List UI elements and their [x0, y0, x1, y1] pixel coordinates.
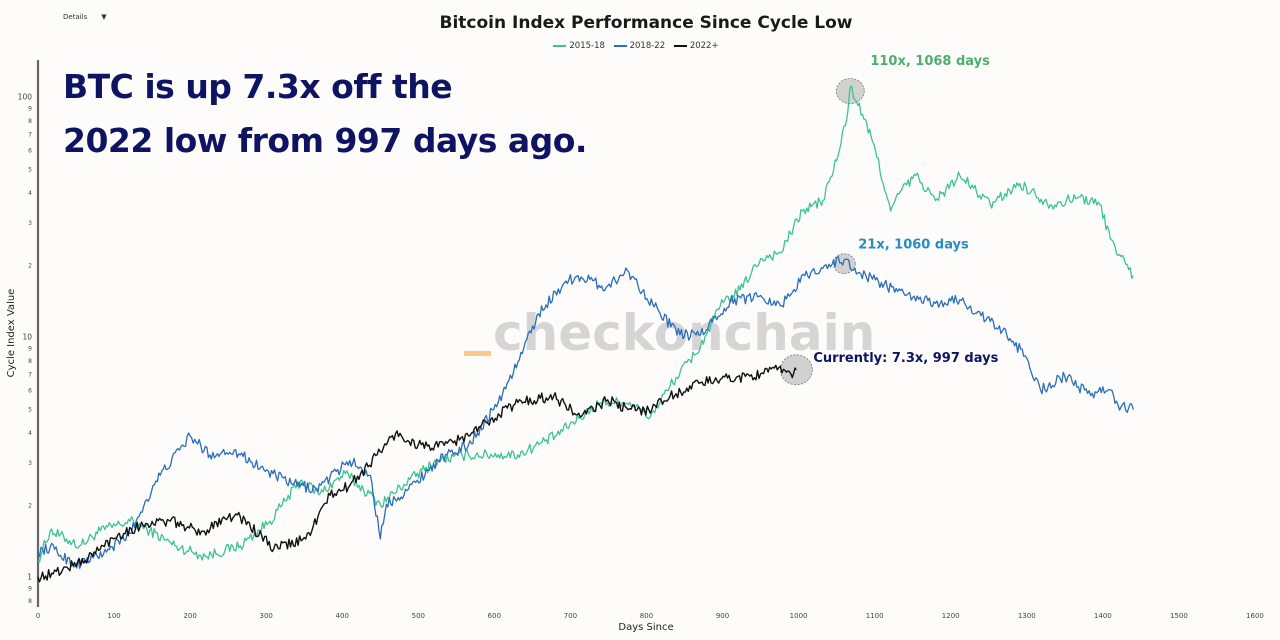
y-tick-label: 2 [28, 262, 32, 269]
x-tick-label: 600 [488, 612, 501, 620]
legend-item-2018-22[interactable]: 2018-22 [613, 41, 666, 51]
y-tick-label: 9 [28, 585, 32, 592]
y-tick-label: 3 [28, 220, 32, 227]
headline-line-2: 2022 low from 997 days ago. [63, 121, 587, 160]
x-tick-label: 400 [336, 612, 349, 620]
y-tick-label: 6 [28, 148, 32, 155]
y-tick-label: 10 [22, 333, 32, 342]
x-tick-label: 1200 [942, 612, 960, 620]
x-tick-label: 1300 [1018, 612, 1036, 620]
legend-label: 2022+ [689, 41, 719, 51]
legend-item-2015-18[interactable]: 2015-18 [553, 41, 605, 51]
legend-swatch [673, 45, 687, 47]
y-tick-label: 3 [28, 460, 32, 467]
details-label: Details [63, 13, 88, 21]
legend-item-2022[interactable]: 2022+ [673, 41, 719, 51]
y-tick-label: 8 [28, 358, 32, 365]
y-tick-label: 100 [18, 93, 33, 102]
x-tick-label: 1500 [1170, 612, 1188, 620]
x-tick-label: 1400 [1094, 612, 1112, 620]
y-tick-label: 9 [28, 345, 32, 352]
y-tick-label: 7 [28, 132, 32, 139]
x-tick-label: 100 [107, 612, 120, 620]
x-tick-label: 700 [564, 612, 577, 620]
watermark-text: checkonchain [493, 304, 875, 362]
series-lines [37, 85, 1134, 583]
y-tick-label: 4 [28, 430, 32, 437]
x-tick-label: 0 [36, 612, 40, 620]
x-tick-label: 1600 [1246, 612, 1264, 620]
chart-title: Bitcoin Index Performance Since Cycle Lo… [439, 13, 853, 33]
legend-swatch [613, 45, 627, 47]
legend-label: 2018-22 [629, 41, 666, 51]
legend-swatch [553, 45, 567, 47]
annotation-label: Currently: 7.3x, 997 days [813, 351, 998, 366]
headline-line-1: BTC is up 7.3x off the [63, 67, 453, 106]
y-tick-label: 9 [28, 105, 32, 112]
y-axis-label: Cycle Index Value [6, 289, 17, 378]
watermark-underscore [464, 351, 491, 356]
annotations: 110x, 1068 days 21x, 1060 days Currently: … [813, 54, 998, 366]
x-tick-label: 1000 [790, 612, 808, 620]
legend-label: 2015-18 [569, 41, 605, 51]
y-tick-label: 5 [28, 167, 32, 174]
y-tick-label: 2 [28, 502, 32, 509]
series-line-2018-22 [37, 256, 1134, 569]
x-tick-label: 800 [640, 612, 653, 620]
legend: 2015-18 2018-22 2022+ [0, 40, 1272, 51]
details-dropdown[interactable]: Details ▼ [58, 10, 112, 24]
x-tick-label: 200 [183, 612, 196, 620]
x-axis-ticks: 0 100 200 300 400 500 600 700 800 900 1000 1100 1200… [36, 612, 1264, 620]
y-tick-label: 4 [28, 190, 32, 197]
y-tick-label: 6 [28, 388, 32, 395]
chevron-down-icon: ▼ [101, 13, 107, 21]
series-line-2022-plus [37, 364, 797, 583]
highlight-circle [779, 354, 813, 386]
x-tick-label: 1100 [866, 612, 884, 620]
y-tick-label: 5 [28, 407, 32, 414]
x-tick-label: 900 [716, 612, 729, 620]
y-axis-ticks: 8 9 1 2 3 4 5 6 7 8 9 10 2 3 4 5 6 7 8 9 100 [18, 93, 33, 605]
y-tick-label: 8 [28, 598, 32, 605]
y-tick-label: 7 [28, 372, 32, 379]
headline: BTC is up 7.3x off the 2022 low from 997… [63, 60, 587, 168]
annotation-label: 21x, 1060 days [858, 238, 969, 253]
watermark: checkonchain [464, 304, 875, 362]
y-tick-label: 8 [28, 118, 32, 125]
x-tick-label: 300 [259, 612, 272, 620]
annotation-label: 110x, 1068 days [870, 54, 990, 69]
y-tick-label: 1 [27, 573, 32, 582]
x-axis-label: Days Since [618, 622, 673, 633]
x-tick-label: 500 [412, 612, 425, 620]
